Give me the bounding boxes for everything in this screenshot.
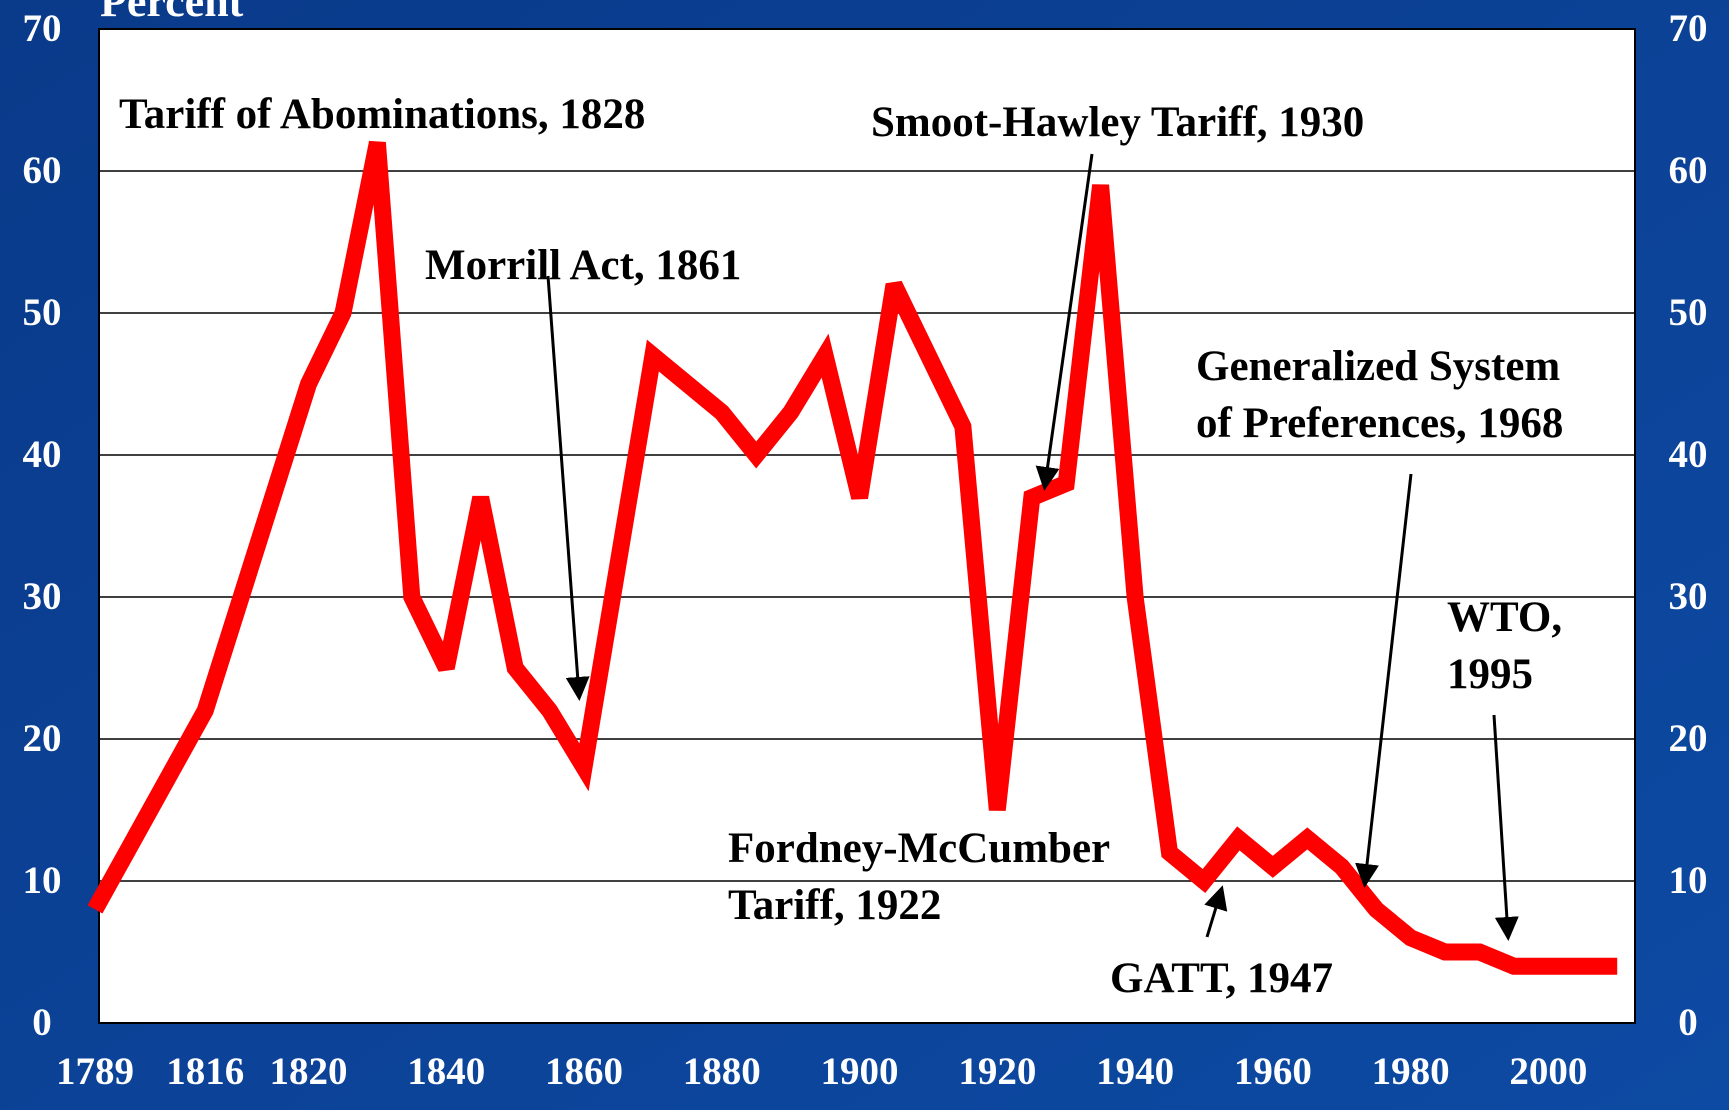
x-tick-label: 1900 [821,1050,899,1093]
y-tick-label-right: 30 [1669,575,1708,618]
arrow [1204,885,1228,938]
y-tick-label-right: 40 [1669,433,1708,476]
data-line [87,140,1618,975]
y-tick-label: 40 [23,433,62,476]
annotation: WTO, [1447,594,1562,641]
x-tick-label: 1960 [1234,1050,1312,1093]
x-tick-label: 1880 [683,1050,761,1093]
annotation: GATT, 1947 [1110,955,1333,1002]
y-tick-label-right: 70 [1669,7,1708,50]
arrows [546,153,1519,941]
x-tick-label: 1860 [545,1050,623,1093]
arrow [546,275,590,701]
y-axis-label: Percent [100,0,244,26]
annotation: Smoot-Hawley Tariff, 1930 [871,99,1364,146]
y-tick-label: 0 [32,1001,52,1044]
x-tick-label: 1816 [166,1050,244,1093]
x-tick-label: 2000 [1509,1050,1587,1093]
y-tick-label: 70 [23,7,62,50]
y-tick-label-right: 10 [1669,859,1708,902]
annotation: Tariff of Abominations, 1828 [119,91,645,138]
y-tick-label-right: 50 [1669,291,1708,334]
x-tick-label: 1840 [407,1050,485,1093]
plot-area [98,28,1636,1024]
arrow [1355,473,1413,888]
annotation: 1995 [1447,651,1533,698]
arrow [1492,714,1519,941]
y-tick-label: 20 [23,717,62,760]
x-tick-label: 1920 [958,1050,1036,1093]
x-tick-label: 1820 [270,1050,348,1093]
y-tick-label: 50 [23,291,62,334]
annotation: Morrill Act, 1861 [425,242,741,289]
y-tick-label-right: 0 [1678,1001,1698,1044]
y-tick-label: 10 [23,859,62,902]
y-tick-label: 60 [23,149,62,192]
y-tick-label: 30 [23,575,62,618]
x-tick-label: 1789 [56,1050,134,1093]
annotation: of Preferences, 1968 [1196,400,1563,447]
annotation: Generalized System [1196,343,1560,390]
arrow [1035,153,1094,491]
x-tick-label: 1940 [1096,1050,1174,1093]
x-tick-label: 1980 [1372,1050,1450,1093]
annotation: Fordney-McCumber [728,825,1110,872]
y-tick-label-right: 20 [1669,717,1708,760]
annotation: Tariff, 1922 [728,882,941,929]
y-tick-label-right: 60 [1669,149,1708,192]
